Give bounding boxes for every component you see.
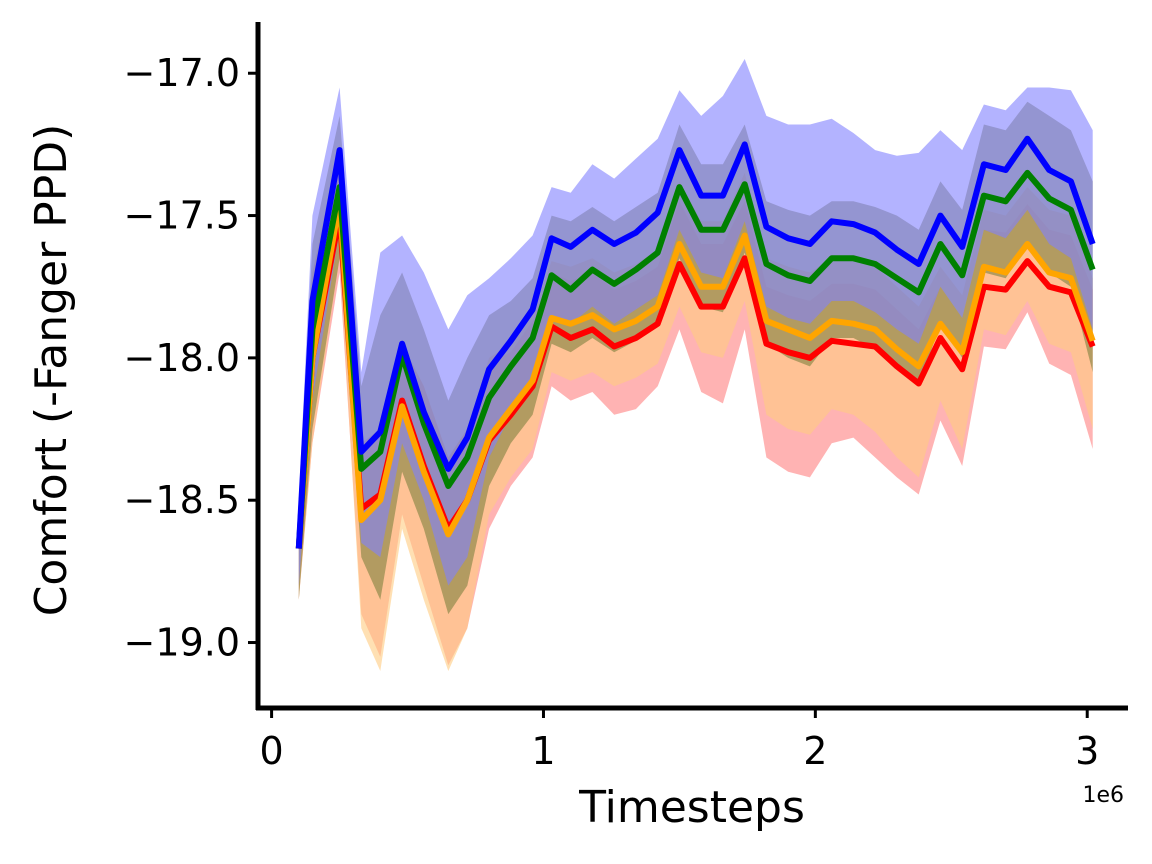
series-3-band xyxy=(298,59,1093,586)
x-axis-offset-label: 1e6 xyxy=(1082,783,1124,808)
y-ticks: −17.0 −17.5 −18.0 −18.5 −19.0 xyxy=(124,51,258,665)
x-tick-label: 1 xyxy=(531,729,555,773)
y-axis-label: Comfort (-Fanger PPD) xyxy=(26,124,77,617)
x-tick-label: 0 xyxy=(260,729,284,773)
x-ticks: 0 1 2 3 xyxy=(260,708,1099,773)
y-tick-label: −18.0 xyxy=(124,336,240,380)
x-tick-label: 3 xyxy=(1075,729,1099,773)
series-2-line xyxy=(295,169,1096,549)
y-tick-label: −17.0 xyxy=(124,51,240,95)
x-axis-label: Timesteps xyxy=(578,782,805,833)
series-1-line xyxy=(295,198,1096,549)
y-tick-label: −17.5 xyxy=(124,194,240,238)
series-lines xyxy=(295,135,1096,549)
series-3-line xyxy=(295,135,1096,549)
x-tick-label: 2 xyxy=(803,729,827,773)
y-tick-label: −19.0 xyxy=(124,621,240,665)
confidence-bands xyxy=(298,59,1093,671)
axes xyxy=(255,22,1128,711)
y-tick-label: −18.5 xyxy=(124,478,240,522)
